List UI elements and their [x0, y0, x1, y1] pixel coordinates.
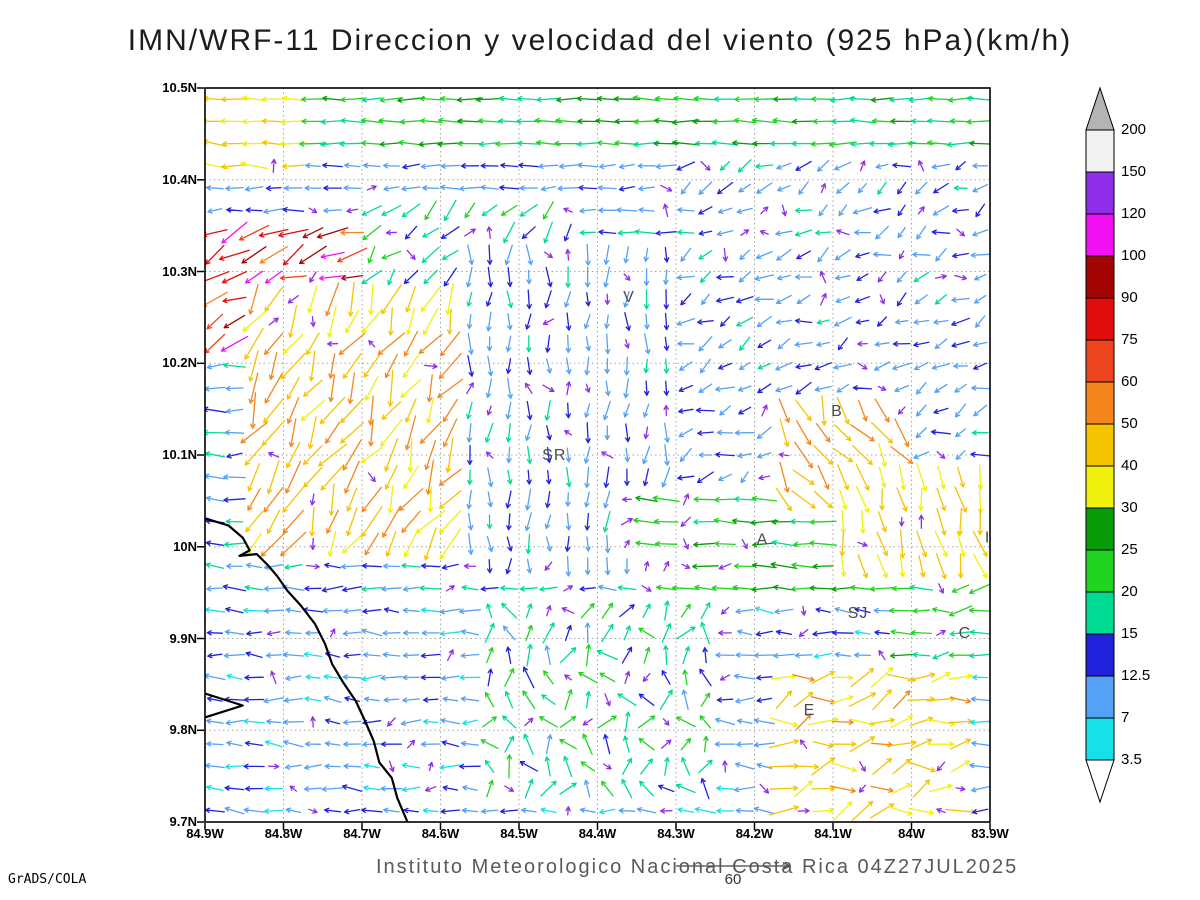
station-label: A — [757, 531, 769, 548]
station-label: E — [804, 702, 816, 719]
colorbar-segment — [1085, 591, 1115, 635]
colorbar-segment — [1085, 423, 1115, 467]
station-label: C — [959, 625, 972, 642]
station-label: SJ — [848, 605, 869, 622]
colorbar-segment — [1085, 675, 1115, 719]
colorbar-label: 25 — [1121, 541, 1138, 558]
station-label: V — [623, 289, 635, 306]
x-axis-tick-label: 84W — [898, 826, 925, 841]
colorbar-segment — [1085, 717, 1115, 761]
colorbar — [1085, 86, 1115, 804]
x-axis-tick-label: 84.4W — [578, 826, 617, 841]
colorbar-segment — [1085, 255, 1115, 299]
colorbar-segment — [1085, 633, 1115, 677]
x-axis-tick-label: 83.9W — [971, 826, 1009, 841]
colorbar-segment — [1085, 549, 1115, 593]
y-axis-tick-label: 10.5N — [162, 80, 197, 95]
colorbar-segment — [1085, 381, 1115, 425]
footer-text: Instituto Meteorologico Nacional Costa R… — [376, 856, 1019, 878]
colorbar-label: 40 — [1121, 457, 1138, 474]
plot-border — [204, 87, 991, 823]
y-axis-tick-label: 10.1N — [162, 447, 197, 462]
colorbar-label: 20 — [1121, 583, 1138, 600]
reference-vector — [676, 861, 792, 871]
axis-ticks — [197, 87, 991, 830]
x-axis-tick-label: 84.6W — [421, 826, 460, 841]
colorbar-label: 12.5 — [1121, 667, 1151, 684]
x-axis-tick-label: 84.2W — [735, 826, 774, 841]
colorbar-label: 75 — [1121, 331, 1138, 348]
colorbar-label: 120 — [1121, 205, 1147, 222]
x-axis-tick-label: 84.1W — [814, 826, 852, 841]
station-label: SR — [542, 447, 566, 464]
y-axis-tick-label: 9.7N — [169, 814, 197, 829]
colorbar-label: 90 — [1121, 289, 1138, 306]
colorbar-segment — [1085, 507, 1115, 551]
grid-layer — [205, 88, 990, 822]
x-axis-tick-label: 84.5W — [500, 826, 538, 841]
colorbar-segment — [1085, 171, 1115, 215]
colorbar-label: 60 — [1121, 373, 1138, 390]
reference-vector-label: 60 — [724, 871, 742, 888]
x-axis-tick-label: 84.9W — [186, 826, 224, 841]
station-labels-layer: V B SR A SJ C E I — [542, 289, 990, 719]
grads-credit: GrADS/COLA — [8, 872, 87, 887]
colorbar-label: 150 — [1121, 163, 1147, 180]
y-axis-tick-label: 9.9N — [169, 630, 197, 646]
colorbar-label: 200 — [1121, 121, 1147, 138]
chart-title: IMN/WRF-11 Direccion y velocidad del vie… — [127, 24, 1073, 57]
colorbar-segment — [1085, 465, 1115, 509]
y-axis-tick-label: 10.2N — [162, 355, 197, 371]
station-label: B — [831, 403, 843, 420]
colorbar-label: 50 — [1121, 415, 1138, 432]
x-axis-tick-label: 84.7W — [343, 826, 381, 841]
x-axis-tick-label: 84.8W — [264, 826, 303, 841]
colorbar-label: 100 — [1121, 247, 1147, 264]
coastline — [205, 517, 409, 822]
wind-vectors-layer — [205, 95, 990, 821]
y-axis-tick-label: 9.8N — [169, 722, 197, 738]
colorbar-label: 30 — [1121, 499, 1138, 516]
colorbar-segment — [1085, 213, 1115, 257]
colorbar-label: 3.5 — [1121, 751, 1142, 768]
station-label: I — [985, 530, 990, 547]
colorbar-under-cap — [1085, 759, 1115, 804]
colorbar-segment — [1085, 129, 1115, 173]
y-axis-tick-label: 10.3N — [162, 263, 197, 279]
colorbar-segment — [1085, 297, 1115, 341]
colorbar-over-cap — [1085, 86, 1115, 131]
colorbar-label: 15 — [1121, 625, 1138, 642]
colorbar-segment — [1085, 339, 1115, 383]
x-axis-tick-label: 84.3W — [657, 826, 695, 841]
y-axis-tick-label: 10.4N — [162, 171, 197, 187]
colorbar-label: 7 — [1121, 709, 1130, 726]
y-axis-tick-label: 10N — [173, 538, 197, 554]
